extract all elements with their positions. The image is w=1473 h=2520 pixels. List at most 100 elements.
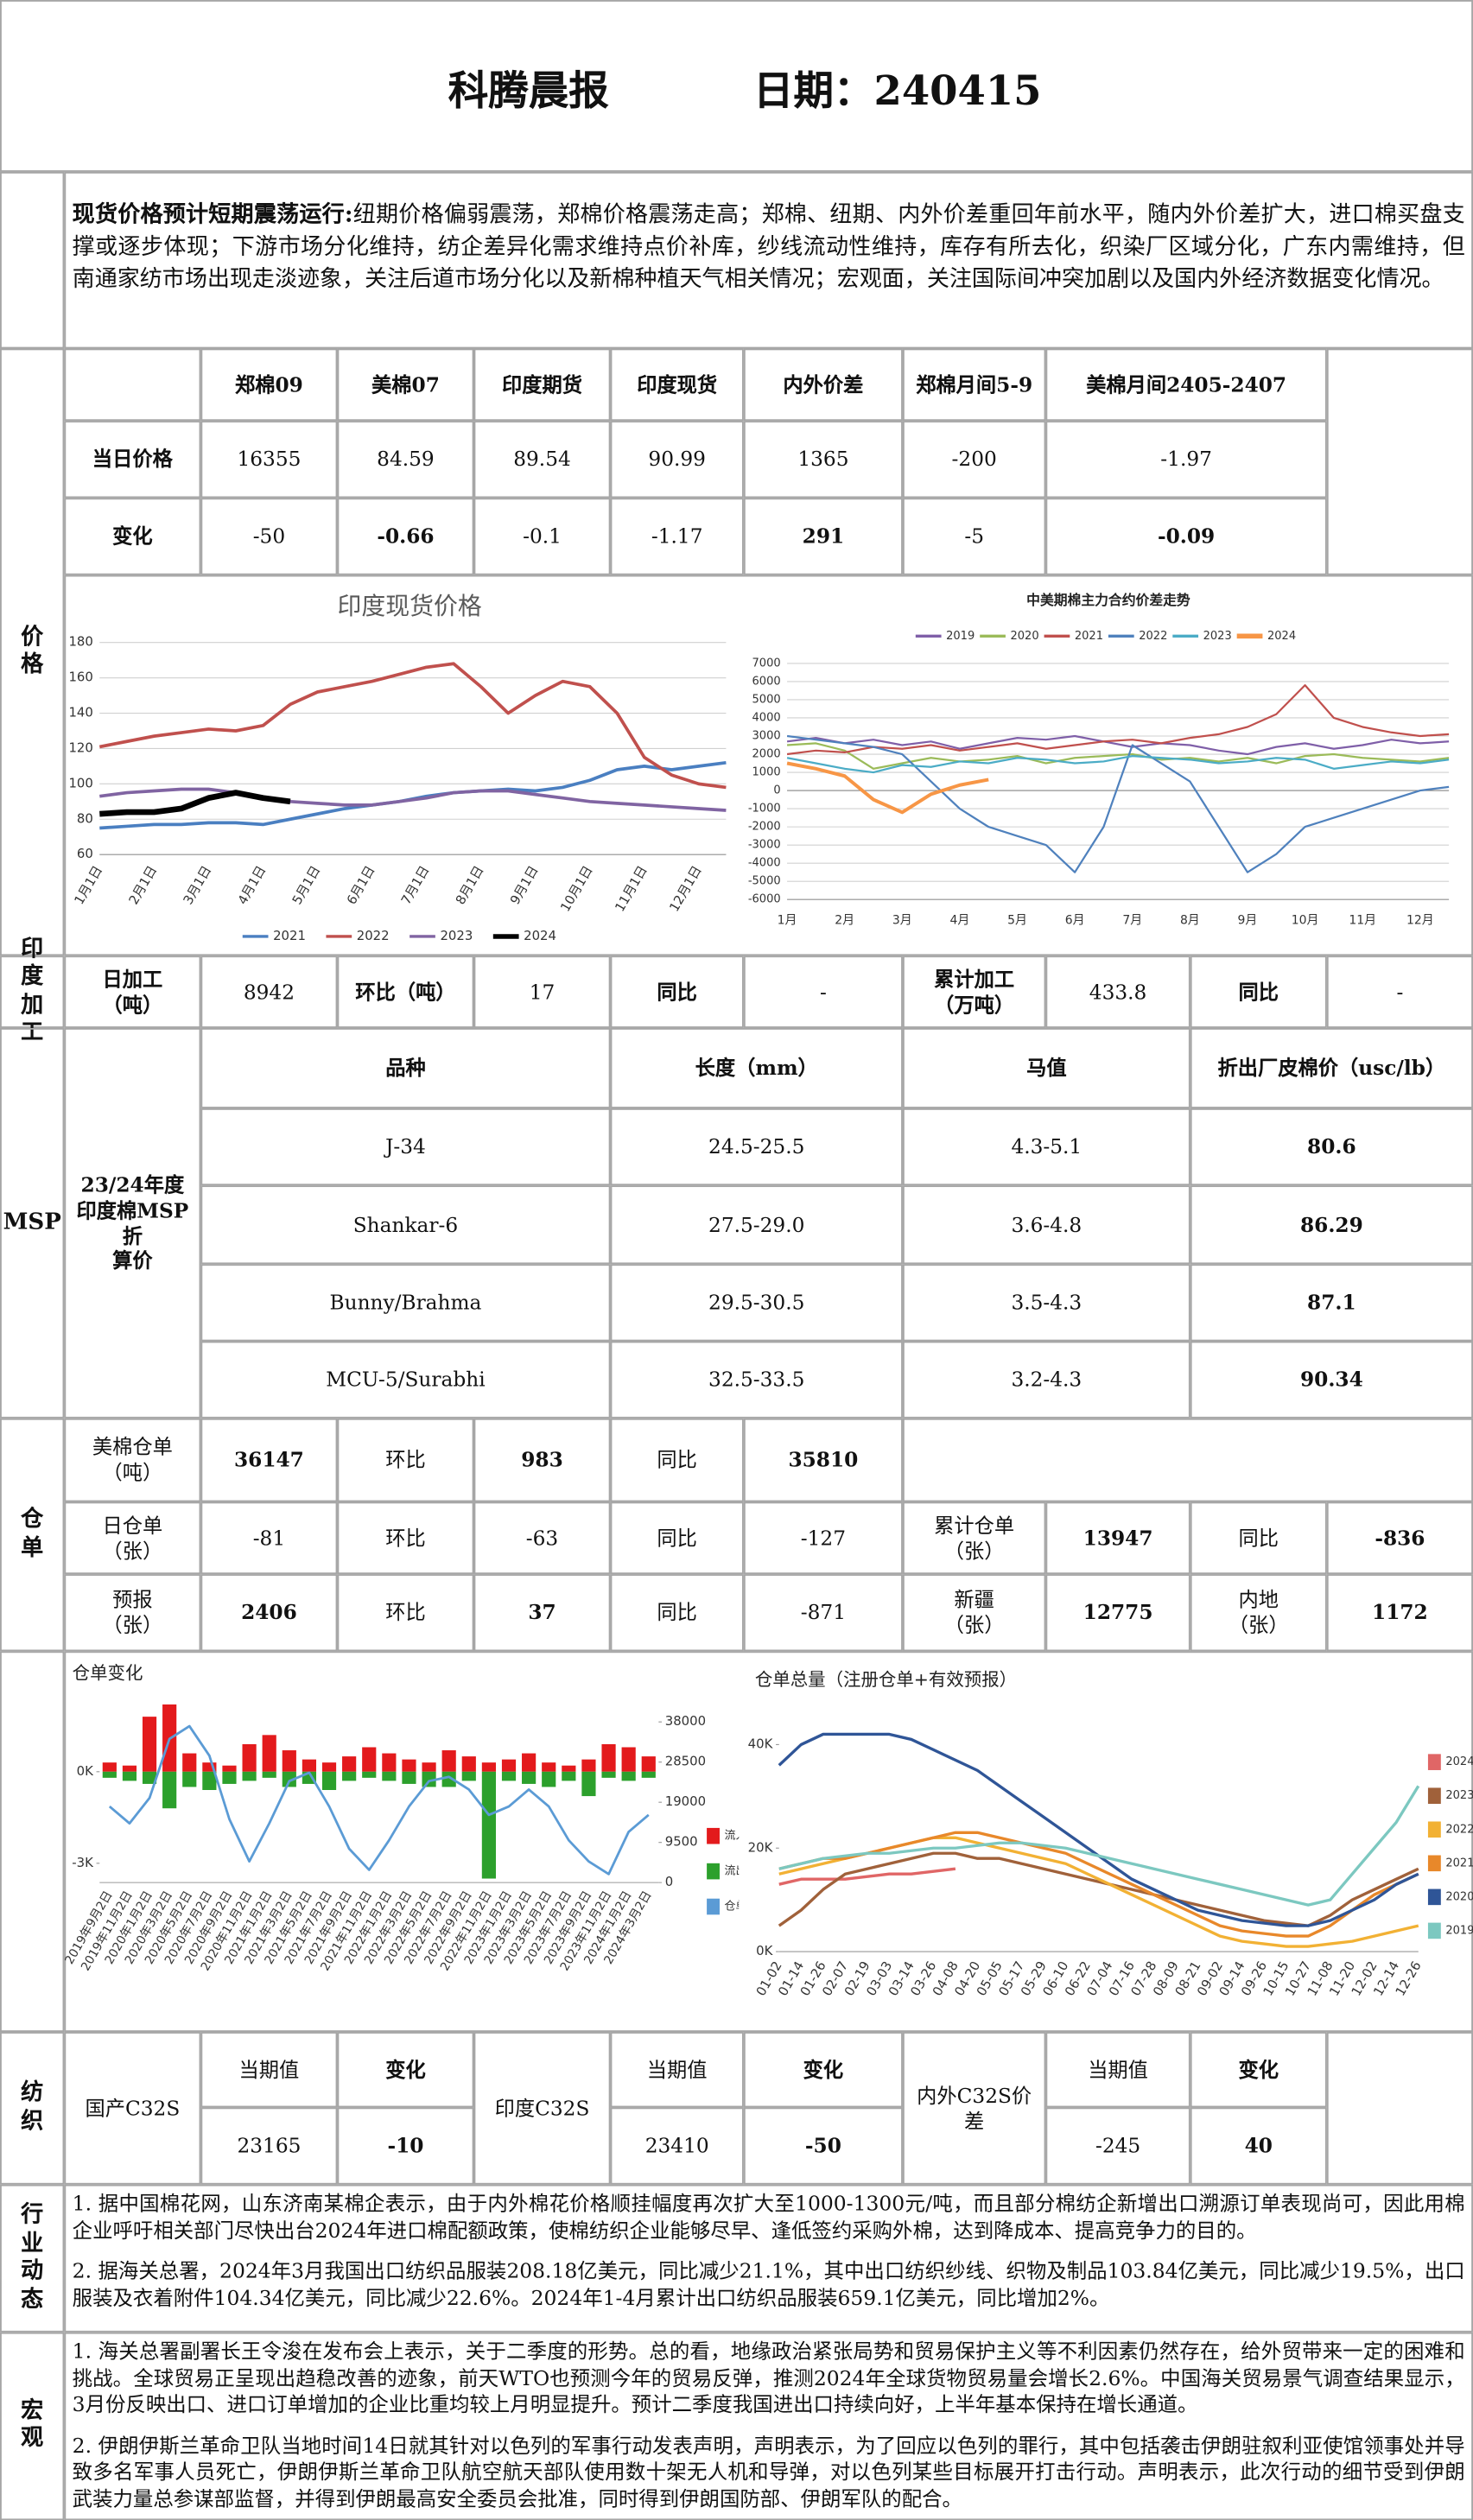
bar <box>621 1771 636 1781</box>
value-cell: 1365 <box>743 421 903 498</box>
bar <box>441 1771 456 1787</box>
legend-label: 2022 <box>1445 1823 1473 1836</box>
bar <box>522 1753 537 1772</box>
value-cell: 84.59 <box>337 421 474 498</box>
bar <box>262 1735 276 1772</box>
group-name: 印度C32S <box>473 2032 611 2185</box>
value-cell: - <box>1326 955 1473 1028</box>
paragraph: 1. 海关总署副署长王令浚在发布会上表示，关于二季度的形势。总的看，地缘政治紧张… <box>72 2339 1465 2416</box>
x-tick-label: 5月1日 <box>289 863 324 907</box>
x-tick-label: 7月1日 <box>398 863 433 907</box>
summary-text: 纽期价格偏弱震荡，郑棉价格震荡走高；郑棉、纽期、内外价差重回年前水平，随内外价差… <box>72 202 1465 293</box>
chart-title: 中美期棉主力合约价差走势 <box>1026 592 1190 608</box>
paragraph: 2. 伊朗伊斯兰革命卫队当地时间14日就其针对以色列的军事行动发表声明，声明表示… <box>72 2432 1465 2510</box>
bar <box>501 1771 517 1781</box>
value-cell: 1172 <box>1326 1574 1473 1652</box>
empty-cell <box>64 348 201 422</box>
value-cell: 4.3-5.1 <box>902 1108 1190 1186</box>
value-cell: 3.5-4.3 <box>902 1264 1190 1342</box>
value-cell: 86.29 <box>1190 1185 1473 1265</box>
y2-tick-label: 38000 <box>665 1713 706 1729</box>
y-tick-label: 6000 <box>752 675 781 688</box>
value-cell: -871 <box>743 1574 903 1652</box>
x-tick-label: 8月 <box>1180 913 1200 927</box>
y-tick-label: 3000 <box>752 729 781 742</box>
legend-label: 仓单 <box>725 1901 740 1914</box>
label-cell: 环比（吨） <box>337 955 474 1028</box>
series-line <box>786 684 1450 756</box>
legend-label: 2021 <box>273 928 306 943</box>
value-cell: 3.2-4.3 <box>902 1341 1190 1419</box>
value-cell: -0.09 <box>1045 498 1327 575</box>
value-cell: -1.97 <box>1045 421 1327 498</box>
legend-label: 2023 <box>440 928 473 943</box>
y-tick-label: -2000 <box>748 821 781 834</box>
empty-cell <box>902 1418 1473 1502</box>
chart-title: 仓单变化 <box>73 1662 143 1683</box>
section-label: 宏观 <box>0 2332 65 2520</box>
value-cell: 16355 <box>200 421 338 498</box>
y-tick-label: -4000 <box>748 857 781 870</box>
bar <box>581 1759 596 1772</box>
column-header: 变化 <box>743 2032 903 2108</box>
section-label: 行业动态 <box>0 2184 65 2333</box>
column-header: 美棉07 <box>337 348 474 422</box>
legend-label: 2023 <box>1445 1789 1473 1802</box>
legend-label: 2024 <box>524 928 556 943</box>
column-header: 美棉月间2405-2407 <box>1045 348 1327 422</box>
column-header: 印度现货 <box>610 348 744 422</box>
bar <box>402 1759 416 1772</box>
label-cell: 同比 <box>610 1574 744 1652</box>
value-cell: 12775 <box>1045 1574 1190 1652</box>
value-cell: -0.66 <box>337 498 474 575</box>
legend-label: 流入 <box>725 1830 740 1843</box>
label-cell: 美棉仓单 （吨） <box>64 1418 201 1502</box>
legend-label: 流出 <box>725 1865 740 1878</box>
bar <box>321 1762 337 1772</box>
bar <box>142 1717 157 1772</box>
label-cell: 累计仓单 （张） <box>902 1501 1046 1575</box>
bar <box>342 1771 357 1781</box>
value-cell: 90.99 <box>610 421 744 498</box>
bar <box>621 1747 636 1772</box>
value-cell: -0.1 <box>473 498 611 575</box>
column-header: 郑棉09 <box>200 348 338 422</box>
report-title: 科腾晨报 <box>448 67 609 115</box>
column-header: 当期值 <box>1045 2032 1190 2108</box>
value-cell: 291 <box>743 498 903 575</box>
x-tick-label: 5月 <box>1007 913 1027 927</box>
value-cell: J-34 <box>200 1108 611 1186</box>
y-tick-label: 1000 <box>752 766 781 779</box>
column-header: 马值 <box>902 1027 1190 1108</box>
legend-swatch <box>1427 1922 1441 1939</box>
y-tick-label: 160 <box>68 670 92 685</box>
bar <box>102 1771 117 1778</box>
chart: 仓单总量（注册仓单+有效预报）0K20K40K01-0201-1401-2602… <box>748 1669 1473 1999</box>
bar <box>282 1771 296 1787</box>
chart: 中美期棉主力合约价差走势 -6000 -5000 -4000 -3000 -2000 -10… <box>748 592 1450 927</box>
bar <box>481 1762 496 1772</box>
bar <box>242 1771 257 1781</box>
empty-cell <box>1326 348 1473 575</box>
legend-label: 2019 <box>946 630 975 643</box>
bar <box>581 1771 596 1797</box>
value-cell: 983 <box>473 1418 611 1502</box>
summary-lead: 现货价格预计短期震荡运行: <box>72 202 353 229</box>
column-header: 当期值 <box>200 2032 338 2108</box>
value-cell: 80.6 <box>1190 1108 1473 1186</box>
value-cell: Shankar-6 <box>200 1185 611 1265</box>
value-cell: -63 <box>473 1501 611 1575</box>
empty-cell <box>0 171 65 349</box>
y-tick-label: 140 <box>68 705 92 720</box>
legend-swatch <box>1427 1855 1441 1872</box>
bar <box>481 1771 496 1879</box>
value-cell: -5 <box>902 498 1046 575</box>
chart: 印度现货价格 60 80 100 120 140 160 180 1月1日 2月1日 3月1日 4月1… <box>68 592 727 943</box>
bar <box>321 1771 337 1790</box>
section-label: 纺织 <box>0 2032 65 2185</box>
legend-label: 2020 <box>1445 1890 1473 1903</box>
legend-swatch <box>707 1898 720 1915</box>
x-tick-label: 2月 <box>835 913 854 927</box>
